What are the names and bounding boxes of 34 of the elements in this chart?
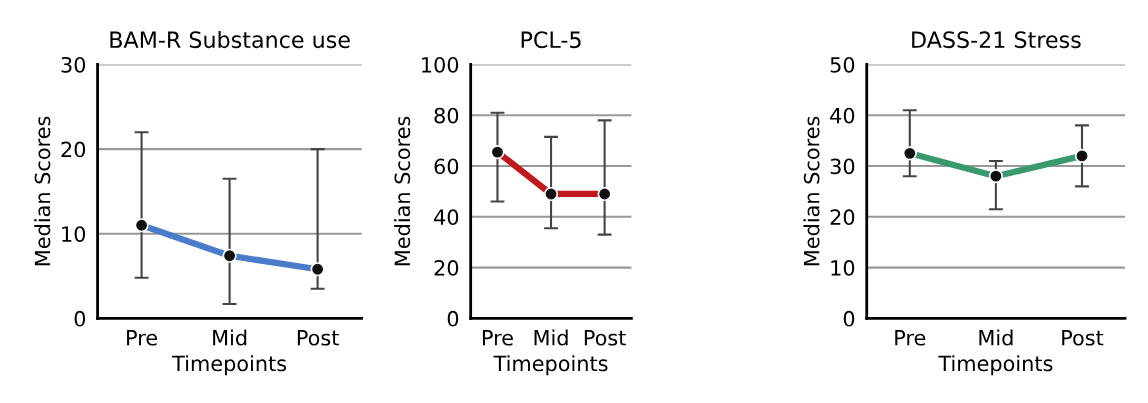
y-tick-label: 80 xyxy=(434,107,459,124)
x-tick-label: Pre xyxy=(895,330,926,346)
y-tick-label: 20 xyxy=(434,260,459,276)
y-axis-title: Median Scores xyxy=(34,116,51,266)
y-tick-label: 10 xyxy=(831,260,855,276)
y-tick-label: 20 xyxy=(830,209,855,226)
y-tick-label: 40 xyxy=(434,209,459,226)
chart-title: PCL-5 xyxy=(521,31,581,49)
x-axis-title: Timepoints xyxy=(493,355,608,376)
y-tick-label: 30 xyxy=(830,158,855,175)
x-tick-label: Mid xyxy=(534,329,568,346)
x-axis-title: Timepoints xyxy=(938,355,1053,376)
y-tick-label: 0 xyxy=(74,310,86,327)
y-tick-label: 10 xyxy=(62,226,86,242)
y-tick-label: 50 xyxy=(830,56,855,73)
y-axis-title: Median Scores xyxy=(803,116,820,266)
chart-title: BAM-R Substance use xyxy=(110,30,350,49)
chart-title: DASS-21 Stress xyxy=(912,31,1081,49)
y-tick-label: 30 xyxy=(61,56,86,73)
y-tick-label: 60 xyxy=(434,158,459,175)
x-tick-label: Post xyxy=(297,330,339,346)
y-tick-label: 40 xyxy=(830,107,855,124)
x-tick-label: Mid xyxy=(213,329,247,346)
x-tick-label: Pre xyxy=(482,330,513,346)
y-tick-label: 0 xyxy=(447,310,459,327)
x-tick-label: Mid xyxy=(979,329,1013,346)
y-tick-label: 20 xyxy=(61,141,86,158)
y-axis-title: Median Scores xyxy=(394,116,411,266)
x-axis-title: Timepoints xyxy=(172,355,287,376)
y-tick-label: 100 xyxy=(422,56,459,73)
x-tick-label: Post xyxy=(584,330,626,346)
y-tick-label: 0 xyxy=(843,310,855,327)
x-tick-label: Post xyxy=(1062,330,1104,346)
x-tick-label: Pre xyxy=(127,330,158,346)
